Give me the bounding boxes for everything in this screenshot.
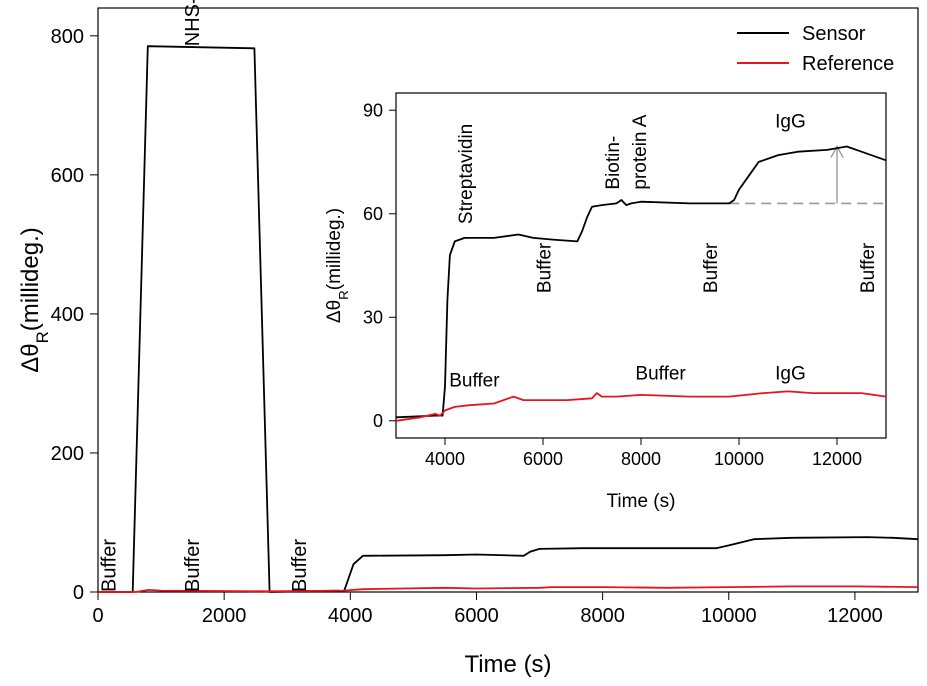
y-tick-label: 90 (363, 101, 383, 121)
series-line-sensor (98, 45, 919, 593)
annotation-label: Buffer (701, 242, 722, 293)
x-tick-label: 6000 (454, 605, 499, 627)
x-tick-label: 8000 (621, 449, 661, 469)
x-tick-label: 6000 (523, 449, 563, 469)
annotation-label: Buffer (99, 539, 121, 592)
annotation-label: IgG (775, 363, 806, 384)
series-line-reference (98, 585, 919, 593)
annotation-label: Buffer (858, 242, 879, 293)
arrow-head (830, 145, 844, 158)
y-tick-label: 600 (51, 165, 84, 187)
x-tick-label: 4000 (425, 449, 465, 469)
legend-label-reference: Reference (802, 53, 894, 75)
y-tick-label: 800 (51, 26, 84, 48)
annotation-label: Buffer (289, 539, 311, 592)
x-axis-label: Time (s) (464, 651, 551, 678)
x-axis-label: Time (s) (607, 491, 676, 512)
y-axis-label: ΔθR(millideg.) (17, 227, 52, 373)
annotation-label: protein A (630, 114, 651, 189)
annotation-label: Streptavidin (456, 124, 477, 224)
x-tick-label: 10000 (701, 605, 757, 627)
legend-label-sensor: Sensor (802, 23, 866, 45)
annotation-label: NHS-PEG12-biotin (182, 0, 212, 46)
x-tick-label: 12000 (827, 605, 883, 627)
annotation-label: IgG (775, 112, 806, 133)
x-tick-label: 4000 (328, 605, 373, 627)
annotation-label: Buffer (182, 539, 204, 592)
annotation-label: Biotin- (603, 136, 624, 190)
x-tick-label: 10000 (714, 449, 764, 469)
y-tick-label: 0 (73, 582, 84, 604)
x-tick-label: 12000 (812, 449, 862, 469)
legend: Sensor Reference (737, 23, 894, 75)
annotation-label: Buffer (534, 242, 555, 293)
x-tick-label: 0 (92, 605, 103, 627)
annotation-label: Buffer (449, 370, 500, 391)
x-tick-label: 2000 (202, 605, 247, 627)
main-plot: 0 2000 4000 6000 8000 10000 120000200400600800… (17, 0, 919, 678)
x-tick-label: 8000 (580, 605, 625, 627)
annotation-label: Buffer (635, 363, 686, 384)
inset-plot: 4000 6000 8000 10000 12000 0 30 60 90 Time (s) ΔθR… (324, 92, 887, 512)
y-tick-label: 200 (51, 443, 84, 465)
series-line-reference (395, 390, 887, 422)
y-tick-label: 400 (51, 304, 84, 326)
y-tick-label: 60 (363, 204, 383, 224)
plot-frame (97, 7, 919, 593)
y-tick-label: 30 (363, 308, 383, 328)
y-axis-label: ΔθR(millideg.) (324, 208, 351, 323)
y-tick-label: 0 (373, 411, 383, 431)
series-line-sensor (395, 145, 887, 419)
